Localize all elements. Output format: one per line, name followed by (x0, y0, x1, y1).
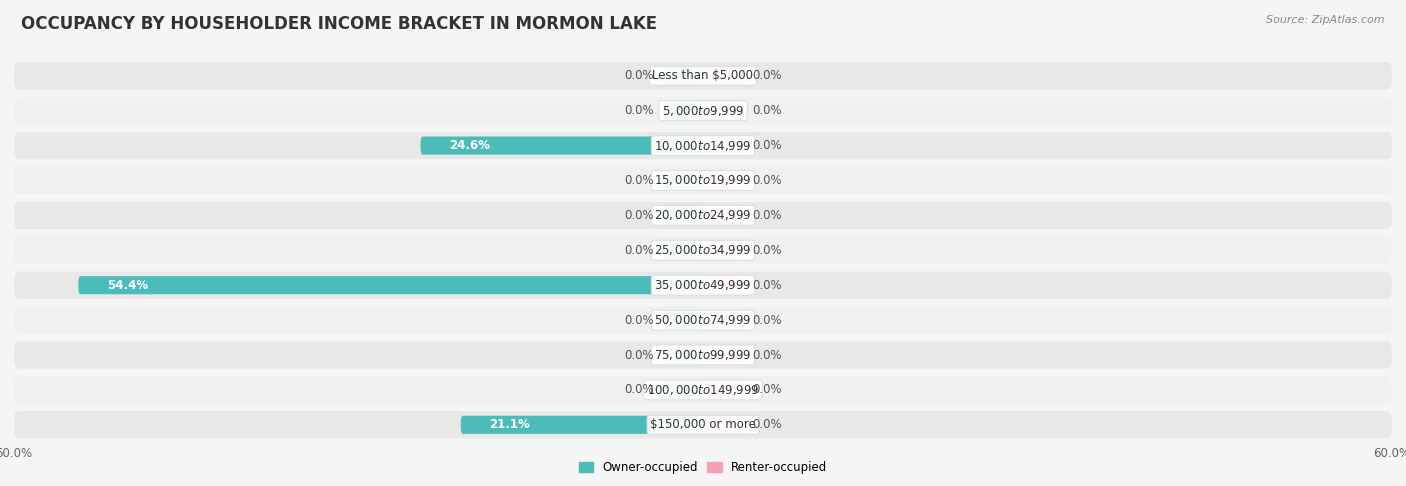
Text: 0.0%: 0.0% (624, 174, 654, 187)
Legend: Owner-occupied, Renter-occupied: Owner-occupied, Renter-occupied (574, 456, 832, 479)
Text: OCCUPANCY BY HOUSEHOLDER INCOME BRACKET IN MORMON LAKE: OCCUPANCY BY HOUSEHOLDER INCOME BRACKET … (21, 15, 657, 33)
FancyBboxPatch shape (662, 207, 703, 225)
Text: Source: ZipAtlas.com: Source: ZipAtlas.com (1267, 15, 1385, 25)
Text: 21.1%: 21.1% (489, 418, 530, 431)
Text: 0.0%: 0.0% (752, 383, 782, 397)
Text: 0.0%: 0.0% (752, 174, 782, 187)
Text: 0.0%: 0.0% (624, 104, 654, 117)
Text: 0.0%: 0.0% (752, 418, 782, 431)
FancyBboxPatch shape (703, 416, 744, 434)
Text: $25,000 to $34,999: $25,000 to $34,999 (654, 243, 752, 257)
Text: 0.0%: 0.0% (624, 209, 654, 222)
FancyBboxPatch shape (703, 137, 744, 155)
Text: 0.0%: 0.0% (624, 383, 654, 397)
Text: $150,000 or more: $150,000 or more (650, 418, 756, 431)
FancyBboxPatch shape (703, 276, 744, 294)
Text: Less than $5,000: Less than $5,000 (652, 69, 754, 82)
FancyBboxPatch shape (14, 202, 1392, 229)
FancyBboxPatch shape (14, 62, 1392, 89)
Text: 0.0%: 0.0% (624, 244, 654, 257)
FancyBboxPatch shape (662, 241, 703, 260)
Text: $10,000 to $14,999: $10,000 to $14,999 (654, 139, 752, 153)
Text: $5,000 to $9,999: $5,000 to $9,999 (662, 104, 744, 118)
FancyBboxPatch shape (662, 381, 703, 399)
Text: 0.0%: 0.0% (624, 313, 654, 327)
FancyBboxPatch shape (703, 311, 744, 329)
FancyBboxPatch shape (703, 172, 744, 190)
Text: 0.0%: 0.0% (752, 139, 782, 152)
Text: $15,000 to $19,999: $15,000 to $19,999 (654, 174, 752, 188)
FancyBboxPatch shape (662, 172, 703, 190)
FancyBboxPatch shape (703, 346, 744, 364)
Text: 0.0%: 0.0% (752, 244, 782, 257)
FancyBboxPatch shape (14, 341, 1392, 368)
Text: $100,000 to $149,999: $100,000 to $149,999 (647, 383, 759, 397)
FancyBboxPatch shape (14, 167, 1392, 194)
FancyBboxPatch shape (14, 307, 1392, 334)
FancyBboxPatch shape (703, 102, 744, 120)
Text: 0.0%: 0.0% (752, 209, 782, 222)
FancyBboxPatch shape (14, 376, 1392, 403)
FancyBboxPatch shape (14, 97, 1392, 124)
Text: 0.0%: 0.0% (624, 348, 654, 362)
FancyBboxPatch shape (461, 416, 703, 434)
Text: 0.0%: 0.0% (752, 313, 782, 327)
Text: $35,000 to $49,999: $35,000 to $49,999 (654, 278, 752, 292)
Text: 0.0%: 0.0% (624, 69, 654, 82)
FancyBboxPatch shape (703, 207, 744, 225)
FancyBboxPatch shape (662, 311, 703, 329)
FancyBboxPatch shape (79, 276, 703, 294)
Text: 54.4%: 54.4% (107, 278, 148, 292)
FancyBboxPatch shape (703, 241, 744, 260)
FancyBboxPatch shape (662, 102, 703, 120)
Text: $50,000 to $74,999: $50,000 to $74,999 (654, 313, 752, 327)
FancyBboxPatch shape (14, 132, 1392, 159)
Text: 0.0%: 0.0% (752, 278, 782, 292)
Text: $20,000 to $24,999: $20,000 to $24,999 (654, 208, 752, 223)
Text: $75,000 to $99,999: $75,000 to $99,999 (654, 348, 752, 362)
Text: 24.6%: 24.6% (450, 139, 491, 152)
FancyBboxPatch shape (14, 272, 1392, 299)
FancyBboxPatch shape (703, 381, 744, 399)
Text: 0.0%: 0.0% (752, 348, 782, 362)
FancyBboxPatch shape (420, 137, 703, 155)
FancyBboxPatch shape (14, 237, 1392, 264)
FancyBboxPatch shape (703, 67, 744, 85)
Text: 0.0%: 0.0% (752, 104, 782, 117)
FancyBboxPatch shape (14, 411, 1392, 438)
Text: 0.0%: 0.0% (752, 69, 782, 82)
FancyBboxPatch shape (662, 346, 703, 364)
FancyBboxPatch shape (662, 67, 703, 85)
